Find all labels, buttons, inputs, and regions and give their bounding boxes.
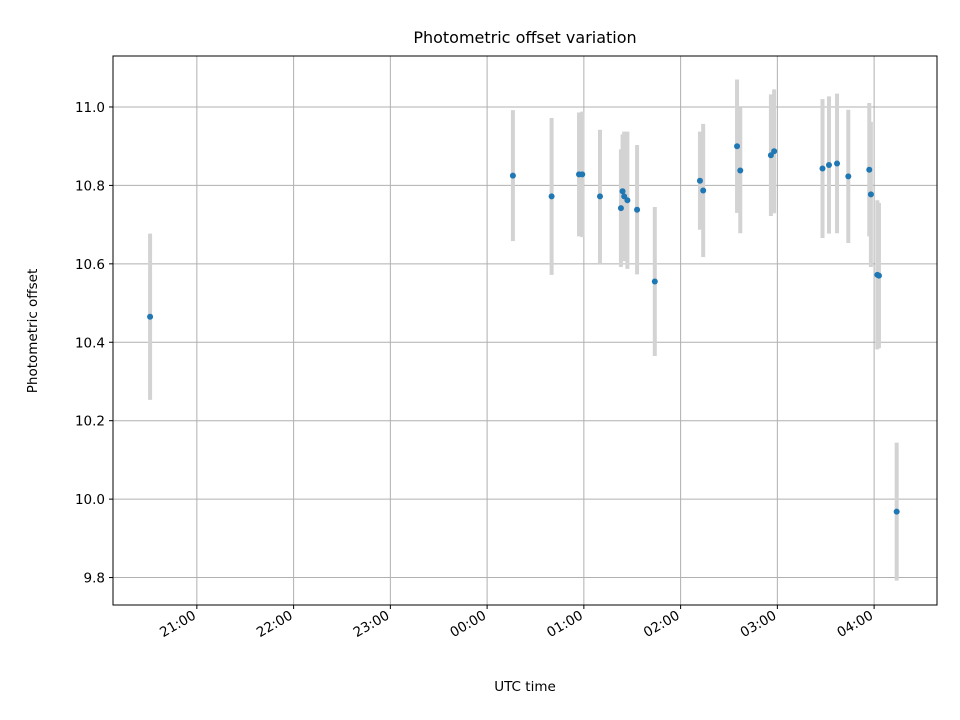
data-point — [866, 166, 873, 173]
data-point — [596, 193, 603, 200]
chart-title: Photometric offset variation — [413, 28, 636, 47]
data-point — [509, 172, 516, 179]
y-axis-label: Photometric offset — [25, 269, 41, 393]
y-tick-label: 9.8 — [84, 571, 105, 587]
data-point — [825, 162, 832, 169]
y-tick-label: 11.0 — [75, 100, 105, 116]
plot-frame — [112, 55, 938, 606]
data-point — [700, 187, 707, 194]
y-tick-label: 10.4 — [75, 335, 105, 351]
y-tick-label: 10.0 — [75, 492, 105, 508]
x-axis-label: UTC time — [494, 679, 556, 695]
data-point — [651, 278, 658, 285]
data-point — [734, 143, 741, 150]
y-tick-label: 10.6 — [75, 257, 105, 273]
y-tick-label: 10.2 — [75, 414, 105, 430]
data-point — [617, 205, 624, 212]
data-point — [619, 188, 626, 195]
data-point — [845, 173, 852, 180]
data-point — [875, 272, 882, 279]
data-point — [737, 167, 744, 174]
data-point — [771, 148, 778, 155]
data-point — [867, 191, 874, 198]
data-point — [548, 193, 555, 200]
y-tick-label: 10.8 — [75, 178, 105, 194]
grid-layer — [113, 56, 937, 605]
data-point — [147, 313, 154, 320]
data-point — [834, 160, 841, 167]
data-point — [624, 197, 631, 204]
data-point — [819, 165, 826, 172]
point-layer — [147, 143, 900, 515]
data-point — [634, 206, 641, 213]
data-point — [696, 177, 703, 184]
data-point — [579, 171, 586, 178]
data-point — [893, 508, 900, 515]
